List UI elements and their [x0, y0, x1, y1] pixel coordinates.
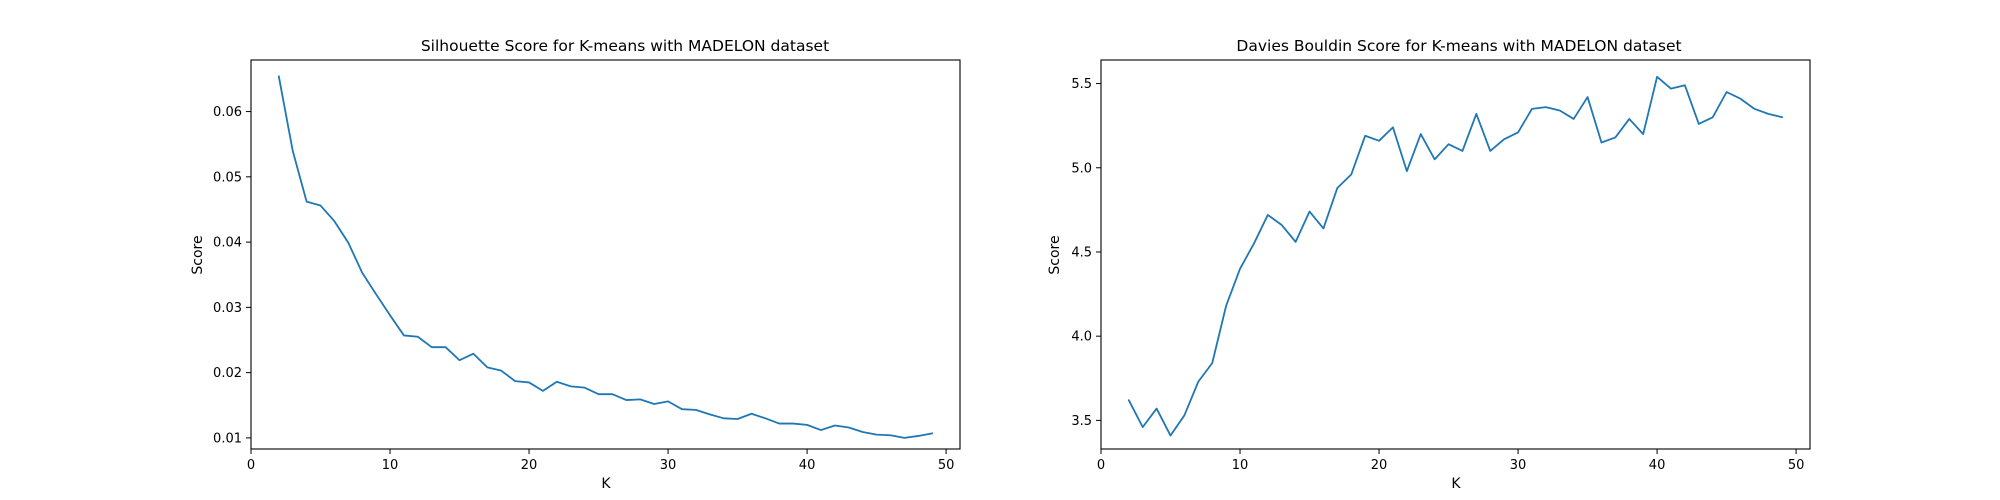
y-tick-label: 0.01	[213, 431, 242, 446]
series-line	[1127, 75, 1784, 437]
silhouette-chart-panel: Silhouette Score for K-means with MADELO…	[190, 37, 961, 492]
y-axis-ticks: 0.01 0.02 0.03 0.04 0.05 0.06	[213, 105, 251, 446]
y-axis-label: Score	[190, 235, 206, 274]
y-axis-label: Score	[1047, 235, 1063, 274]
chart-title: Silhouette Score for K-means with MADELO…	[421, 37, 829, 55]
x-tick-label: 50	[938, 458, 955, 473]
x-axis-ticks: 0 10 20 30 40 50	[247, 449, 955, 473]
x-tick-label: 10	[1232, 458, 1249, 473]
x-tick-label: 0	[247, 458, 255, 473]
x-tick-label: 0	[1097, 458, 1105, 473]
series-line	[277, 75, 934, 439]
y-tick-label: 5.5	[1071, 77, 1092, 92]
plot-area-frame	[1100, 59, 1811, 450]
y-tick-label: 5.0	[1071, 161, 1092, 176]
chart-title: Davies Bouldin Score for K-means with MA…	[1236, 37, 1681, 55]
x-tick-label: 30	[660, 458, 677, 473]
x-tick-label: 40	[1649, 458, 1666, 473]
y-tick-label: 3.5	[1071, 414, 1092, 429]
y-axis-ticks: 3.5 4.0 4.5 5.0 5.5	[1071, 77, 1101, 429]
x-axis-label: K	[601, 476, 611, 492]
y-tick-label: 4.5	[1071, 245, 1092, 260]
y-tick-label: 0.03	[213, 301, 242, 316]
x-tick-label: 10	[382, 458, 399, 473]
x-tick-label: 40	[799, 458, 816, 473]
y-tick-label: 0.04	[213, 236, 242, 251]
davies-bouldin-chart-panel: Davies Bouldin Score for K-means with MA…	[1047, 37, 1811, 492]
x-tick-label: 50	[1788, 458, 1805, 473]
y-tick-label: 0.06	[213, 105, 242, 120]
plot-area-frame	[250, 59, 961, 450]
x-axis-label: K	[1451, 476, 1461, 492]
x-tick-label: 20	[521, 458, 538, 473]
y-tick-label: 4.0	[1071, 330, 1092, 345]
x-tick-label: 20	[1371, 458, 1388, 473]
y-tick-label: 0.02	[213, 366, 242, 381]
x-axis-ticks: 0 10 20 30 40 50	[1097, 449, 1805, 473]
x-tick-label: 30	[1510, 458, 1527, 473]
y-tick-label: 0.05	[213, 170, 242, 185]
